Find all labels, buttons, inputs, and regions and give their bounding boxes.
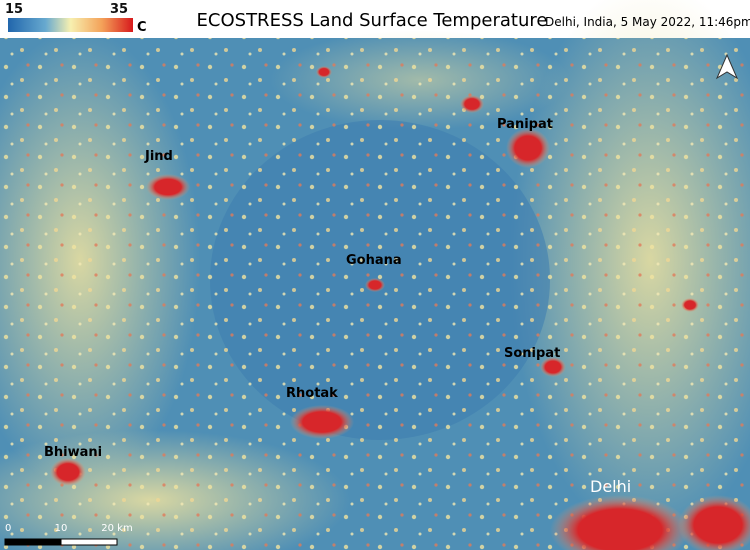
scalebar-label: 0: [5, 523, 11, 534]
city-label: Rhotak: [286, 386, 338, 401]
urban-heat: [146, 174, 190, 200]
urban-heat: [50, 458, 86, 486]
city-label: Delhi: [590, 477, 631, 496]
scalebar-label: 20 km: [101, 523, 132, 534]
urban-heat: [506, 128, 550, 168]
urban-heat: [540, 357, 566, 377]
north-arrow: [715, 53, 739, 80]
urban-heat: [678, 495, 750, 550]
city-label: Gohana: [346, 253, 402, 268]
urban-heat: [290, 405, 354, 439]
subtitle: Delhi, India, 5 May 2022, 11:46pm: [545, 15, 750, 29]
urban-heat: [681, 298, 699, 312]
urban-heat: [460, 95, 484, 113]
urban-heat: [316, 66, 332, 78]
scalebar-segment: [4, 538, 62, 546]
scalebar-segment: [60, 538, 118, 546]
colorbar-unit: C: [137, 20, 147, 35]
city-label: Sonipat: [504, 346, 560, 361]
urban-heat: [365, 278, 385, 292]
village-dots: [0, 38, 750, 550]
scalebar-label: 10: [55, 523, 68, 534]
title: ECOSTRESS Land Surface Temperature: [197, 10, 548, 31]
city-label: Panipat: [497, 117, 553, 132]
colorbar-ticks: 15 35: [5, 2, 128, 17]
colorbar-tick-label: 35: [110, 2, 128, 17]
colorbar-tick-label: 15: [5, 2, 23, 17]
city-label: Bhiwani: [44, 445, 102, 460]
urban-heat: [550, 495, 690, 550]
scalebar: 0 10 20 km: [4, 523, 133, 546]
city-label: Jind: [144, 149, 173, 164]
colorbar: [8, 18, 133, 32]
